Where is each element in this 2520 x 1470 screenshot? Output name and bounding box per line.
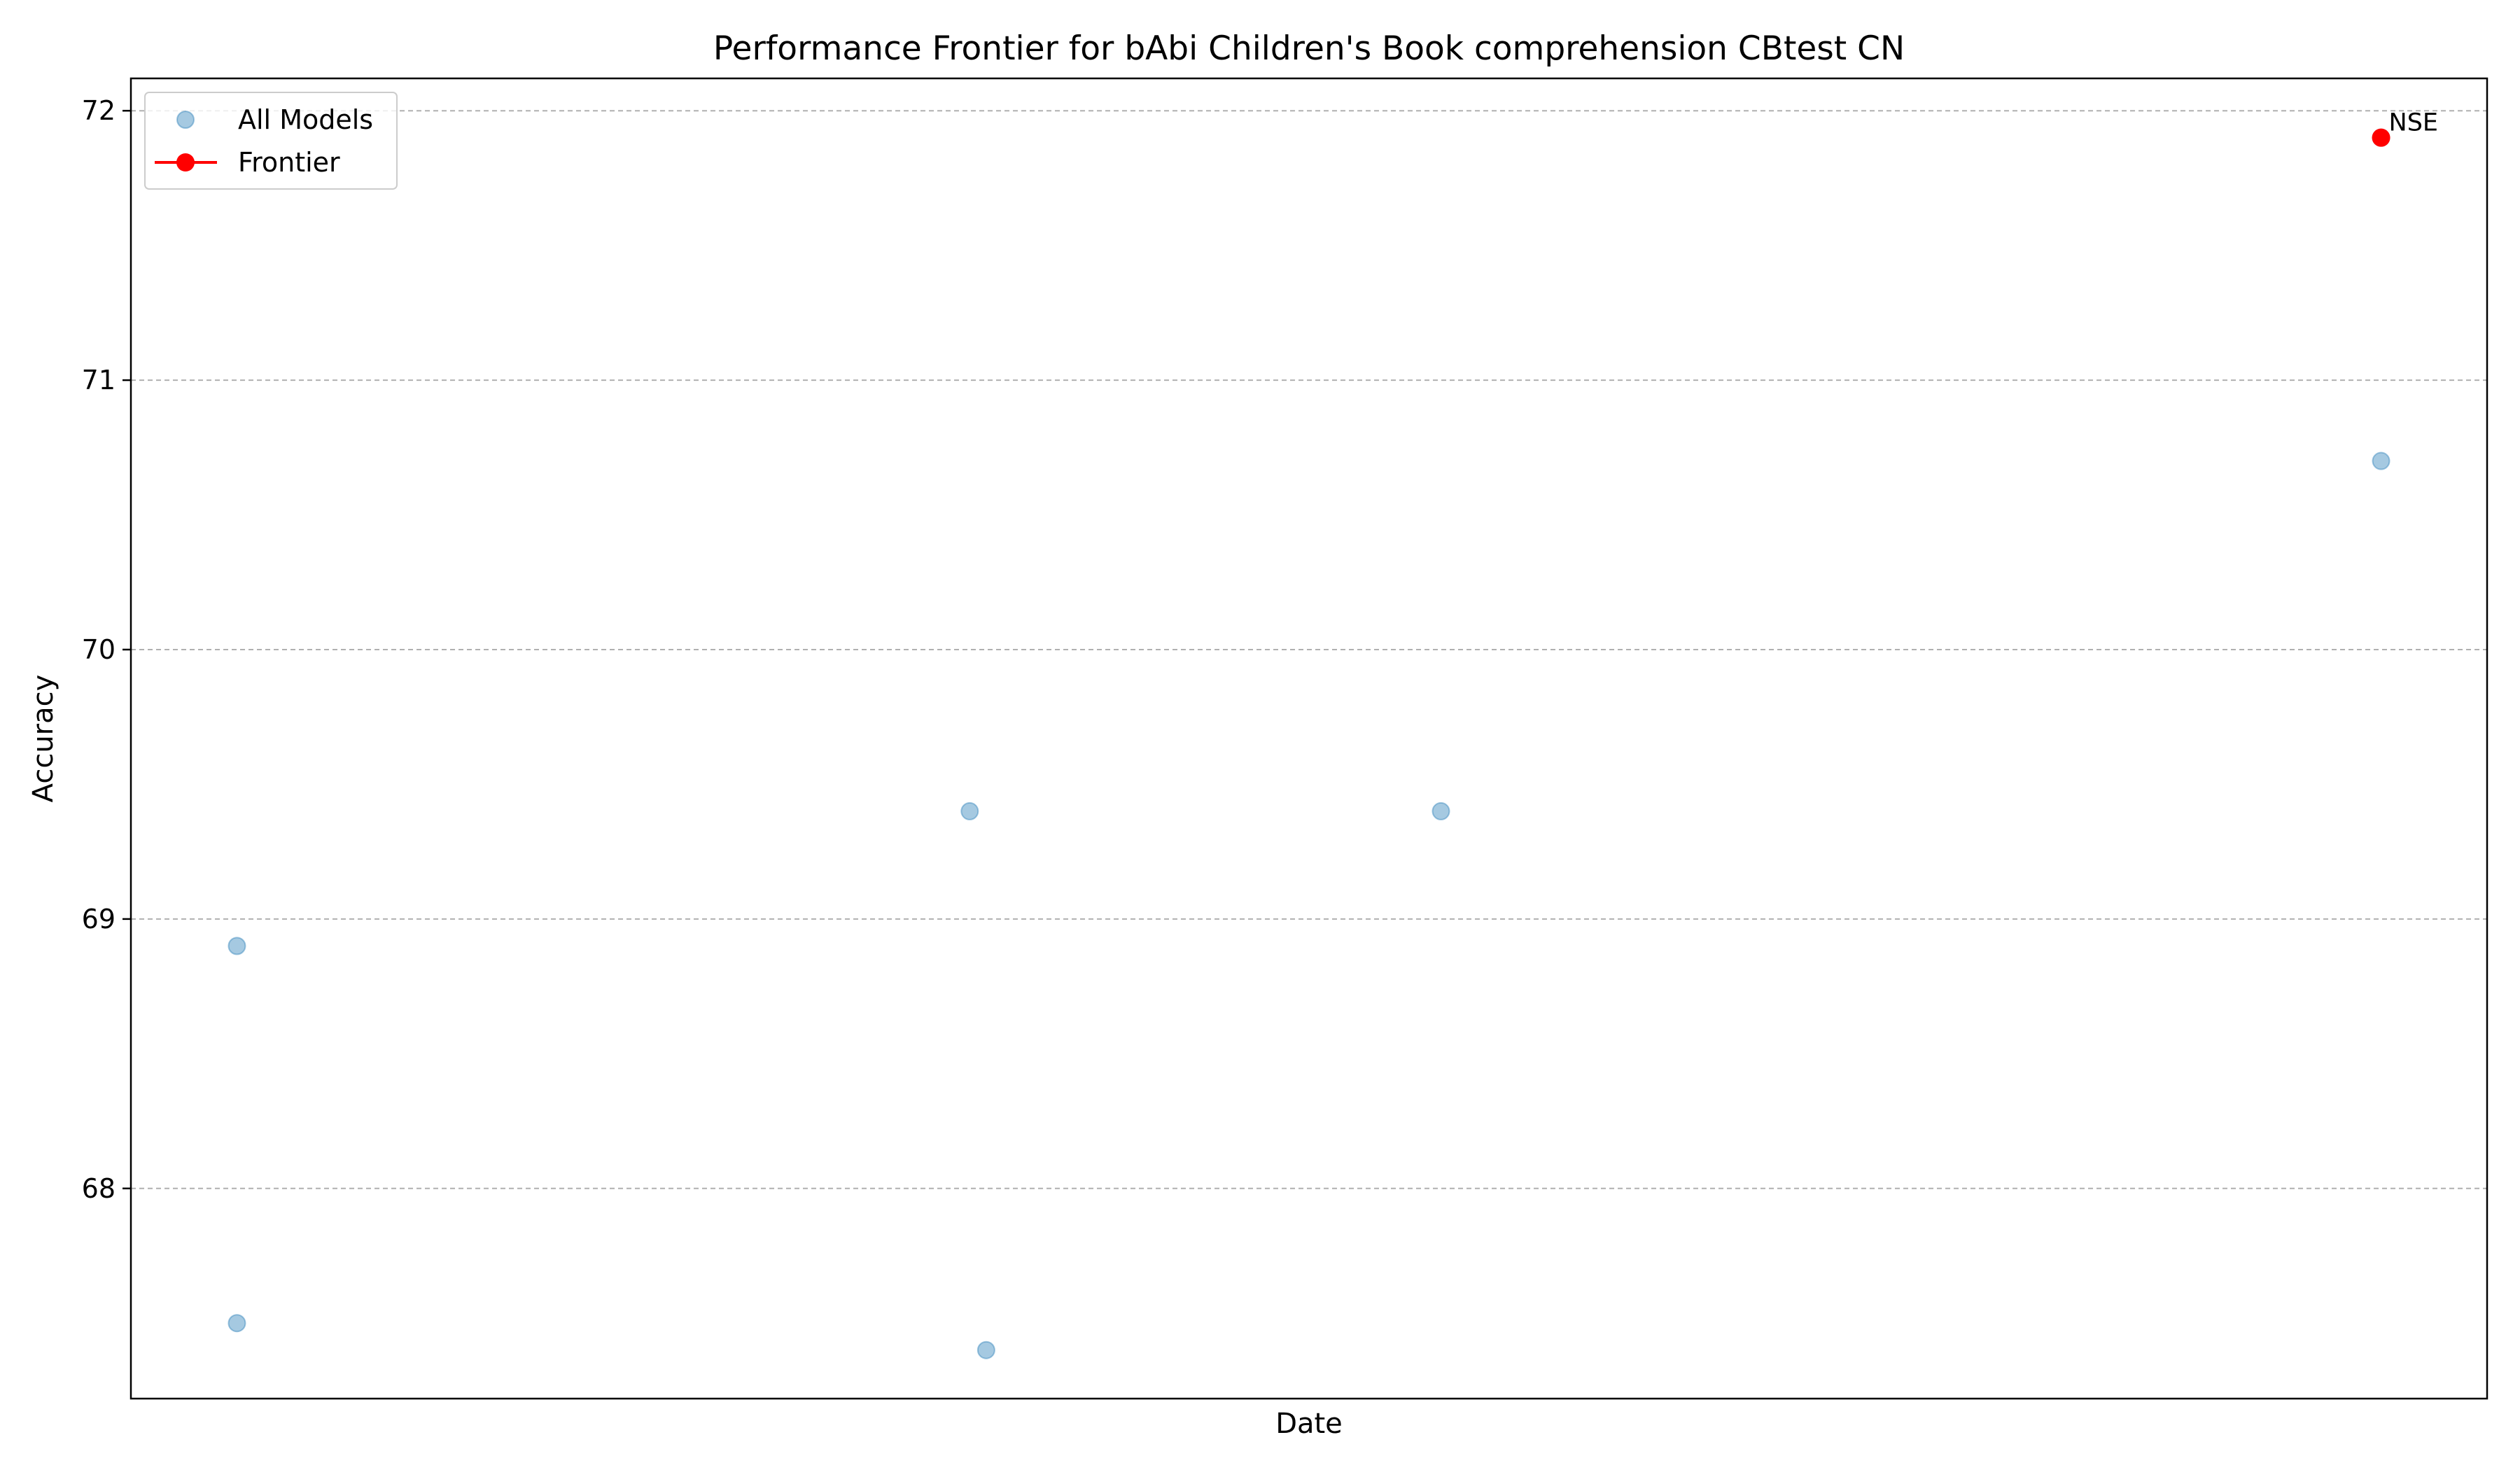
all-models-point-4 xyxy=(1432,802,1450,820)
chart-title: Performance Frontier for bAbi Children's… xyxy=(713,29,1905,68)
grid-lines xyxy=(131,110,2487,1189)
plot-frame xyxy=(130,77,2488,1400)
all-models-point-2 xyxy=(960,802,979,820)
legend-marker-all-models xyxy=(176,111,195,129)
y-tick-label-70: 70 xyxy=(82,634,115,665)
legend-box xyxy=(144,92,398,190)
legend-label-frontier: Frontier xyxy=(238,147,340,178)
y-tick-label-71: 71 xyxy=(82,365,115,396)
all-models-point-5 xyxy=(2372,451,2390,470)
frontier-point-label-0: NSE xyxy=(2389,109,2439,137)
all-models-point-1 xyxy=(227,1314,246,1333)
data-points: NSE xyxy=(227,109,2439,1359)
frontier-point-0 xyxy=(2372,128,2390,147)
legend: All Models Frontier xyxy=(144,92,398,190)
y-axis-label: Accuracy xyxy=(27,675,59,803)
legend-marker-frontier xyxy=(176,153,195,172)
all-models-point-3 xyxy=(976,1340,995,1359)
all-models-point-0 xyxy=(227,937,246,955)
y-axis-ticks: 68 69 70 71 72 xyxy=(82,95,131,1204)
y-tick-label-68: 68 xyxy=(82,1173,115,1204)
x-axis-label: Date xyxy=(1275,1408,1343,1440)
y-tick-label-69: 69 xyxy=(82,904,115,934)
legend-label-all-models: All Models xyxy=(238,104,373,135)
y-tick-label-72: 72 xyxy=(82,95,115,126)
